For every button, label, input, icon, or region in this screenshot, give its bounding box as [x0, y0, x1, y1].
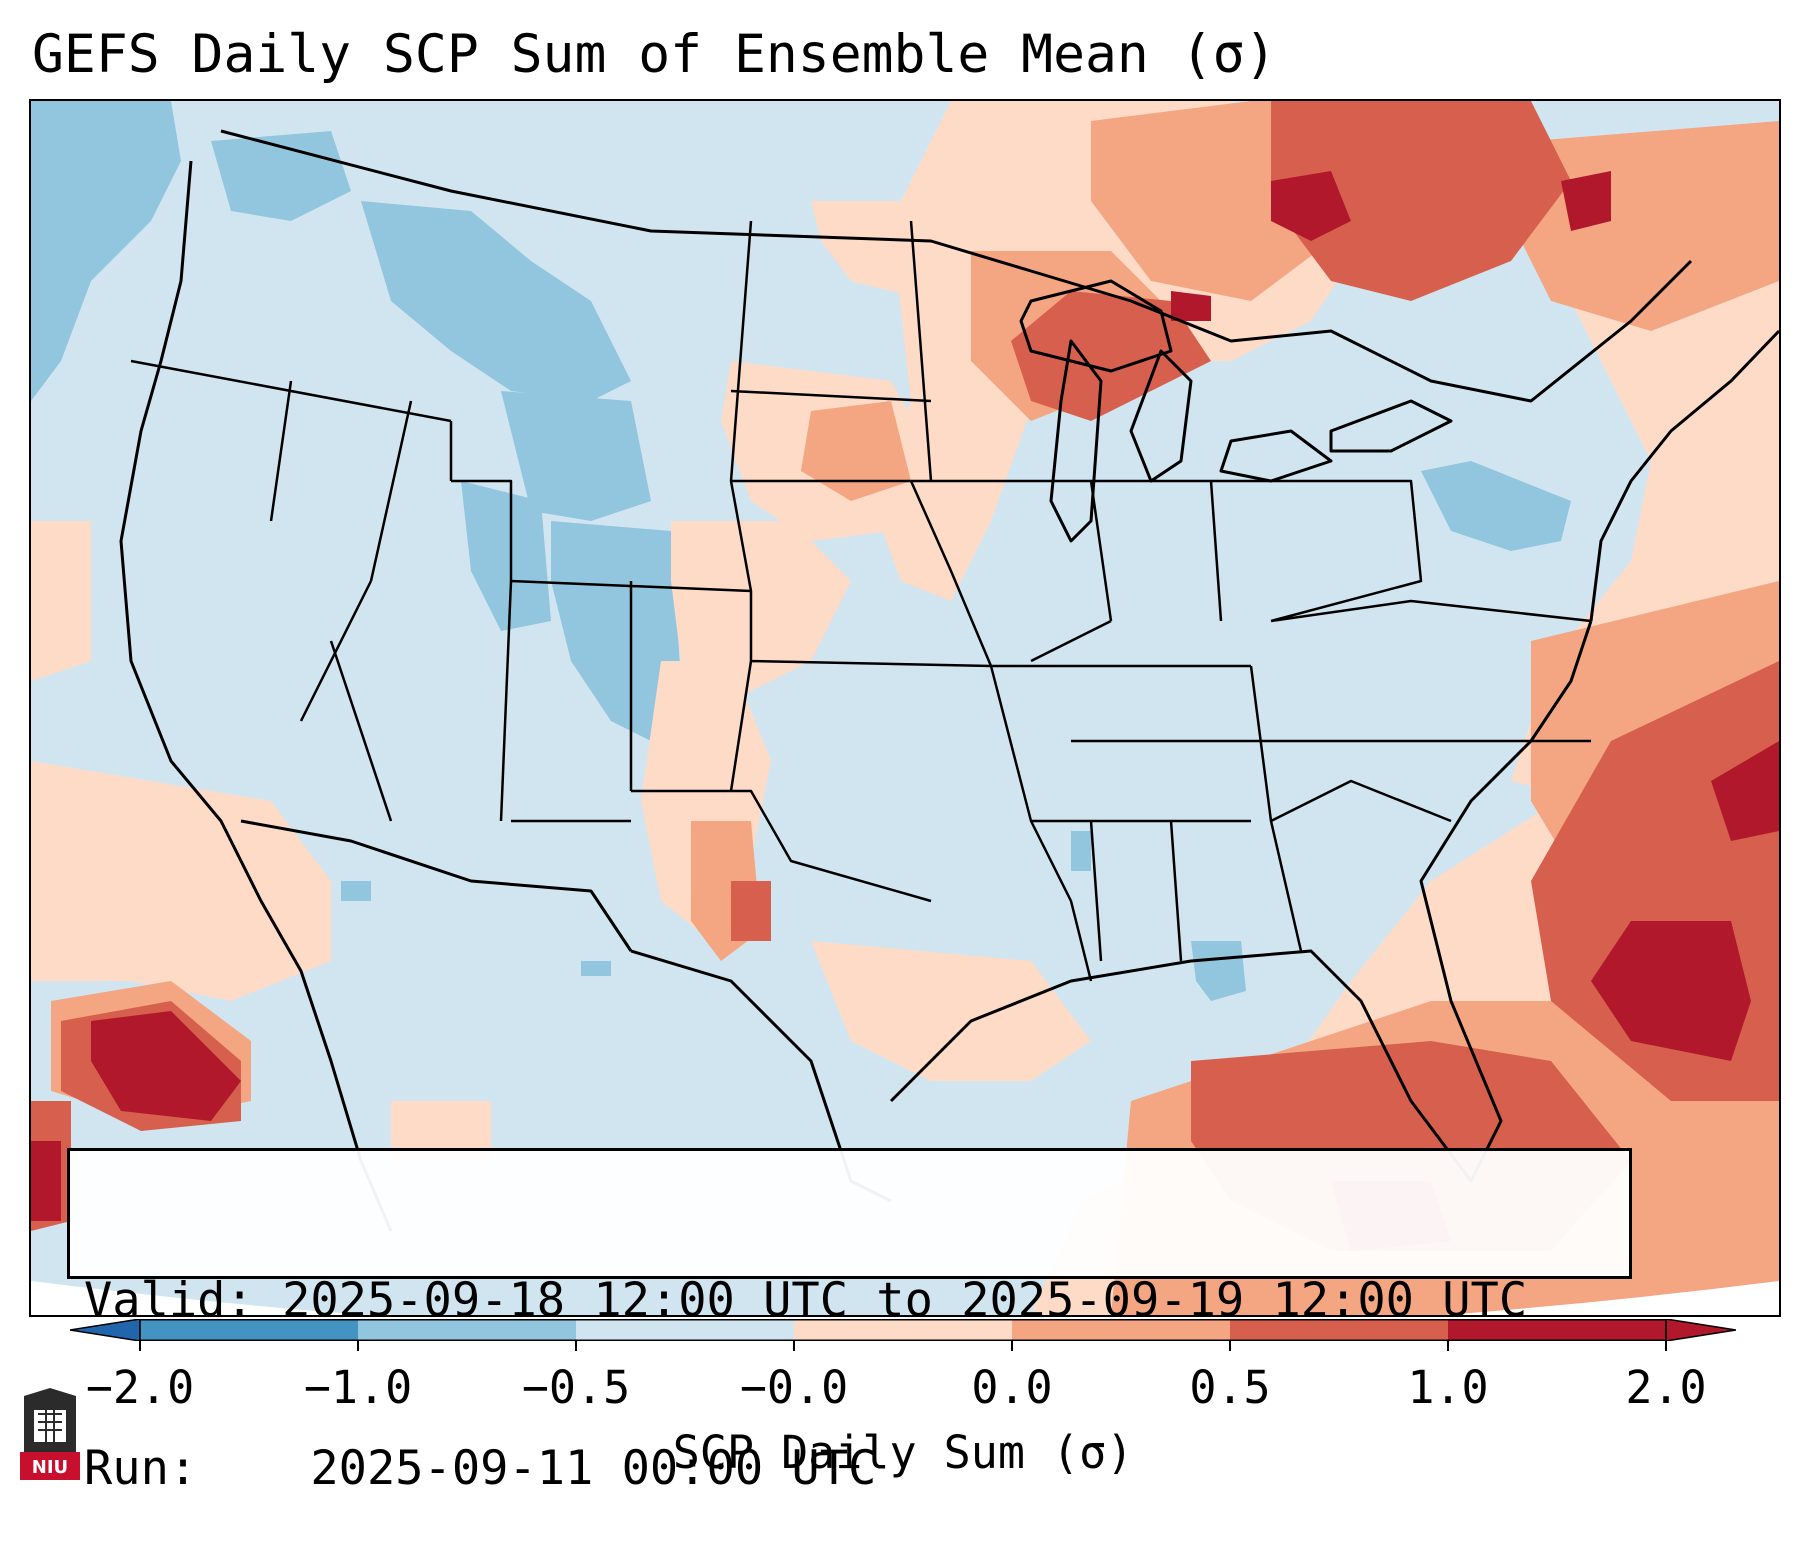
colorbar-tick-label: 1.0: [1407, 1361, 1489, 1414]
colorbar-segment: [140, 1319, 359, 1341]
map-title: GEFS Daily SCP Sum of Ensemble Mean (σ): [32, 24, 1277, 85]
great-lakes: [1019, 279, 1453, 543]
logo-text: NIU: [32, 1457, 68, 1478]
run-label: Run:: [84, 1441, 198, 1496]
colorbar-tick-mark: [1665, 1341, 1667, 1351]
valid-run-info-box: Valid: 2025-09-18 12:00 UTC to 2025-09-1…: [67, 1148, 1632, 1496]
state-lines: [130, 220, 1592, 982]
colorbar: [70, 1319, 1736, 1341]
valid-label: Valid:: [84, 1273, 254, 1328]
colorbar-tick-label: −0.5: [521, 1361, 631, 1414]
colorbar-tick-label: −2.0: [85, 1361, 195, 1414]
niu-logo-icon: NIU: [20, 1388, 80, 1480]
run-value: 2025-09-11 00:00 UTC: [310, 1441, 877, 1496]
colorbar-tick-label: −0.0: [739, 1361, 849, 1414]
colorbar-tick-mark: [575, 1341, 577, 1351]
map-panel: [29, 99, 1781, 1317]
valid-value: 2025-09-18 12:00 UTC to 2025-09-19 12:00…: [282, 1273, 1528, 1328]
east-coast: [1589, 329, 1779, 622]
mexico-border: [240, 819, 633, 952]
valid-line: Valid: 2025-09-18 12:00 UTC to 2025-09-1…: [84, 1273, 1629, 1329]
colorbar-tick-label: 0.0: [971, 1361, 1053, 1414]
us-canada-border: [220, 129, 1693, 403]
colorbar-segment: [1012, 1319, 1231, 1341]
negative-anomaly-regions: [31, 101, 1571, 1001]
colorbar-tick-mark: [1229, 1341, 1231, 1351]
colorbar-tick-mark: [1447, 1341, 1449, 1351]
colorbar-segment: [1448, 1319, 1667, 1341]
colorbar-tick-mark: [1011, 1341, 1013, 1351]
west-coast: [119, 160, 393, 1232]
colorbar-tick-label: 0.5: [1189, 1361, 1271, 1414]
run-line: Run: 2025-09-11 00:00 UTC: [84, 1441, 1629, 1497]
colorbar-tick-label: 2.0: [1625, 1361, 1707, 1414]
colorbar-svg: [70, 1319, 1736, 1341]
colorbar-segment: [576, 1319, 795, 1341]
colorbar-tick-mark: [357, 1341, 359, 1351]
projection-edge: [31, 1281, 1779, 1315]
colorbar-tick-mark: [793, 1341, 795, 1351]
colorbar-label: SCP Daily Sum (σ): [672, 1426, 1134, 1479]
colorbar-frame: [139, 1319, 1667, 1341]
niu-logo: NIU: [20, 1388, 80, 1484]
colorbar-extend-low: [70, 1319, 141, 1341]
colorbar-segment: [1230, 1319, 1449, 1341]
colorbar-tick-label: −1.0: [303, 1361, 413, 1414]
colorbar-segment: [794, 1319, 1013, 1341]
colorbar-segment: [358, 1319, 577, 1341]
colorbar-tick-mark: [139, 1341, 141, 1351]
colorbar-extend-high: [1665, 1319, 1736, 1341]
map-canvas: [31, 101, 1779, 1315]
